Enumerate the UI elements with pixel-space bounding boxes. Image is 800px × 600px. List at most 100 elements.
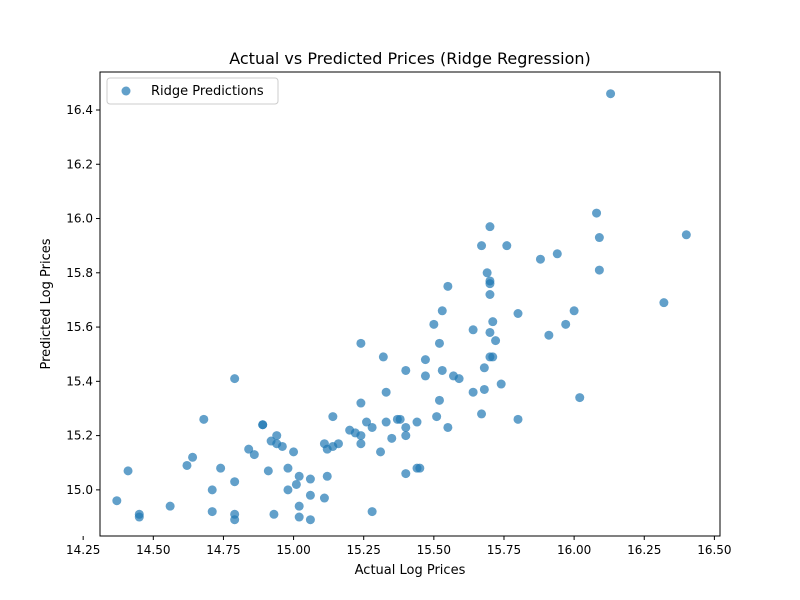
data-point-21 (269, 509, 279, 519)
legend-marker (121, 86, 131, 96)
data-point-77 (468, 325, 478, 335)
data-point-41 (333, 439, 343, 449)
data-point-10 (216, 463, 226, 473)
data-point-76 (454, 374, 464, 384)
plot-area (99, 71, 721, 537)
y-tick-label-6: 16.2 (66, 157, 93, 171)
data-point-65 (420, 355, 430, 365)
data-point-48 (362, 417, 372, 427)
data-point-0 (112, 496, 122, 506)
data-point-58 (401, 365, 411, 375)
y-tick-label-5: 16.0 (66, 212, 93, 226)
x-axis: 14.25 14.50 14.75 15.00 15.25 15.50 15.75 16.00… (66, 536, 732, 557)
data-point-22 (272, 431, 282, 441)
legend: Ridge Predictions (106, 77, 279, 105)
y-tick-label-1: 15.2 (66, 429, 93, 443)
data-point-105 (594, 265, 604, 275)
data-point-1 (123, 466, 133, 476)
data-point-5 (182, 460, 192, 470)
data-point-87 (485, 290, 495, 299)
data-point-103 (592, 208, 602, 218)
y-tick-label-3: 15.6 (66, 320, 93, 334)
data-point-83 (482, 268, 492, 278)
data-point-107 (659, 298, 669, 308)
data-point-28 (291, 479, 301, 489)
data-point-59 (401, 422, 411, 432)
data-point-106 (606, 89, 616, 99)
data-point-34 (305, 515, 315, 525)
data-point-101 (569, 306, 579, 316)
data-point-36 (319, 493, 329, 503)
data-point-86 (485, 279, 495, 289)
data-point-27 (289, 447, 299, 457)
y-axis: 15.0 15.2 15.4 15.6 15.8 16.0 16.2 16.4 (66, 103, 100, 497)
data-point-55 (387, 433, 397, 443)
data-point-66 (420, 371, 430, 381)
data-point-60 (401, 431, 411, 441)
data-point-11 (230, 374, 240, 384)
data-point-62 (412, 417, 422, 427)
data-point-44 (356, 338, 366, 348)
data-point-9 (207, 507, 217, 517)
data-point-26 (283, 485, 293, 495)
data-point-30 (294, 501, 304, 511)
data-point-108 (681, 230, 691, 240)
data-point-97 (535, 254, 545, 264)
data-point-25 (283, 463, 293, 473)
data-point-74 (443, 422, 453, 432)
data-point-16 (249, 450, 259, 460)
data-point-57 (395, 414, 405, 424)
data-point-46 (356, 431, 366, 441)
x-tick-label-2: 14.75 (206, 543, 240, 557)
data-point-24 (277, 441, 287, 451)
x-tick-label-6: 15.75 (487, 543, 521, 557)
x-tick-label-1: 14.50 (136, 543, 170, 557)
x-tick-label-4: 15.25 (347, 543, 381, 557)
data-point-71 (437, 306, 447, 316)
data-point-93 (496, 379, 506, 389)
data-point-53 (381, 387, 391, 397)
data-point-88 (485, 327, 495, 337)
y-axis-label: Predicted Log Prices (39, 238, 54, 369)
chart-title: Actual vs Predicted Prices (Ridge Regres… (229, 49, 591, 68)
data-point-91 (488, 317, 498, 327)
data-point-39 (328, 412, 338, 422)
data-point-32 (305, 474, 315, 484)
data-point-100 (561, 319, 571, 329)
data-point-31 (294, 512, 304, 522)
data-point-14 (230, 515, 240, 525)
data-point-70 (434, 395, 444, 405)
data-point-98 (544, 330, 554, 340)
data-point-78 (468, 387, 478, 397)
data-point-8 (207, 485, 217, 495)
data-point-64 (415, 463, 425, 473)
x-tick-label-5: 15.50 (417, 543, 451, 557)
data-point-81 (479, 363, 489, 373)
data-point-12 (230, 477, 240, 487)
data-point-80 (477, 409, 487, 419)
data-point-4 (165, 501, 175, 511)
data-point-96 (513, 414, 523, 424)
data-point-61 (401, 469, 411, 479)
data-point-7 (199, 414, 209, 424)
data-point-69 (434, 338, 444, 348)
data-point-99 (552, 249, 562, 259)
data-point-3 (134, 512, 144, 522)
data-point-51 (376, 447, 386, 457)
y-tick-label-0: 15.0 (66, 483, 93, 497)
data-point-95 (513, 309, 523, 318)
data-point-79 (477, 241, 487, 251)
legend-box (106, 77, 279, 105)
legend-label: Ridge Predictions (151, 84, 264, 99)
x-tick-label-7: 16.00 (557, 543, 591, 557)
y-tick-label-2: 15.4 (66, 374, 93, 388)
data-point-47 (356, 439, 366, 449)
data-point-29 (294, 471, 304, 481)
data-point-68 (432, 412, 442, 422)
x-tick-label-8: 16.25 (627, 543, 661, 557)
x-tick-label-0: 14.25 (66, 543, 100, 557)
data-point-92 (491, 336, 501, 346)
data-point-84 (485, 222, 495, 232)
data-point-54 (381, 417, 391, 427)
